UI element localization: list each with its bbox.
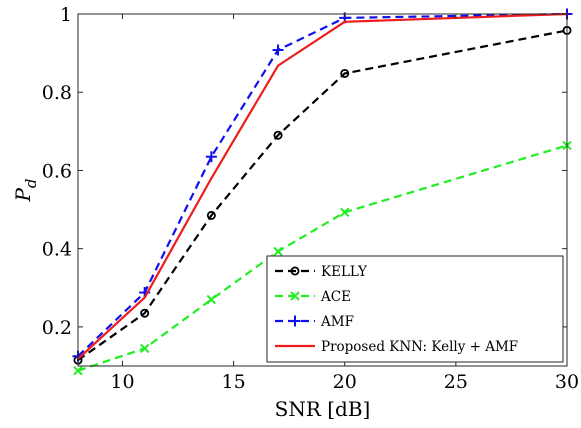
x-tick-label: 10: [110, 371, 134, 393]
data-point: [140, 308, 150, 318]
data-point: [273, 130, 283, 140]
data-point: [273, 246, 283, 257]
legend-marker: [290, 266, 300, 276]
legend-entry: Proposed KNN: Kelly + AMF: [275, 339, 518, 355]
series-line: [77, 29, 568, 362]
data-point: [73, 365, 83, 376]
y-tick-label: 0.2: [42, 317, 72, 339]
y-tick-label: 1: [60, 4, 72, 26]
series-proposed-knn-kelly-amf: [77, 12, 568, 360]
y-axis-label-group: Pd: [11, 178, 40, 202]
data-point: [272, 44, 284, 56]
data-point: [206, 294, 217, 305]
y-axis-label-subscript: d: [22, 178, 40, 188]
data-point: [205, 151, 217, 163]
legend-marker: [290, 291, 300, 301]
plot-frame: [77, 13, 568, 367]
y-tick-label: 0.6: [42, 160, 72, 182]
x-axis-label: SNR [dB]: [275, 397, 371, 421]
legend-box: [266, 255, 564, 363]
y-axis-label-main: P: [11, 188, 35, 203]
y-tick-label: 0.8: [42, 82, 72, 104]
data-point: [340, 207, 350, 218]
series-layer: [72, 8, 573, 376]
legend-entry: KELLY: [275, 264, 368, 280]
legend: KELLY ACE AMF Proposed KNN: Kelly + AMF: [266, 255, 564, 363]
x-tick-label: 15: [221, 371, 245, 393]
data-point: [139, 343, 150, 354]
x-tick-label: 20: [333, 371, 357, 393]
y-tick-label: 0.4: [42, 239, 72, 261]
series-line: [77, 12, 568, 360]
legend-label: KELLY: [321, 264, 368, 280]
x-tick-label: 25: [444, 371, 468, 393]
legend-entry: ACE: [275, 289, 351, 305]
data-point: [340, 68, 350, 78]
data-point: [206, 210, 216, 220]
legend-label: Proposed KNN: Kelly + AMF: [321, 339, 518, 355]
series-line: [77, 144, 568, 372]
axes-layer: 10 15 20 25 30 0.2 0.4 0.6 0.8 1: [42, 4, 579, 393]
legend-entry: AMF: [275, 314, 354, 330]
legend-label: AMF: [320, 314, 354, 330]
series-line: [77, 12, 568, 358]
legend-label: ACE: [320, 289, 351, 305]
y-axis-label: Pd: [11, 178, 40, 202]
legend-marker: [289, 315, 301, 327]
x-tick-label: 30: [555, 371, 579, 393]
series-ace: [73, 140, 572, 376]
